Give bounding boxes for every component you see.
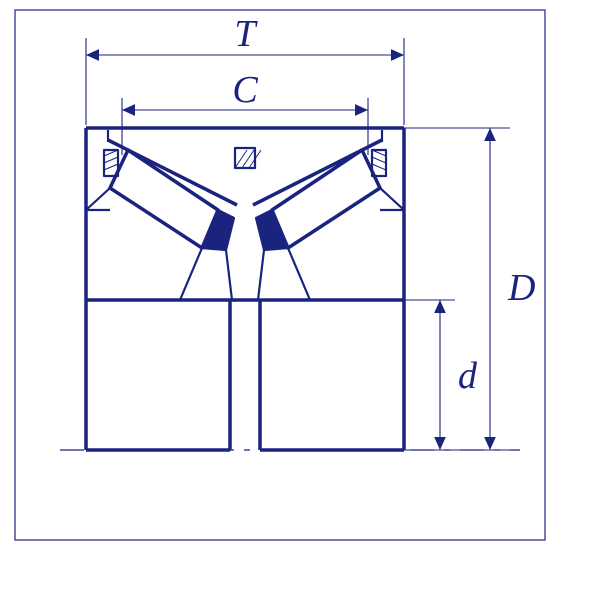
dim-label-C: C	[232, 69, 258, 111]
frame-border	[15, 10, 545, 540]
bearing-diagram: TC Dd	[0, 0, 600, 600]
dim-label-d: d	[458, 355, 478, 397]
roller-left	[110, 150, 218, 248]
dim-label-T: T	[234, 13, 258, 55]
dim-label-D: D	[507, 267, 535, 309]
roller-right	[272, 150, 380, 248]
